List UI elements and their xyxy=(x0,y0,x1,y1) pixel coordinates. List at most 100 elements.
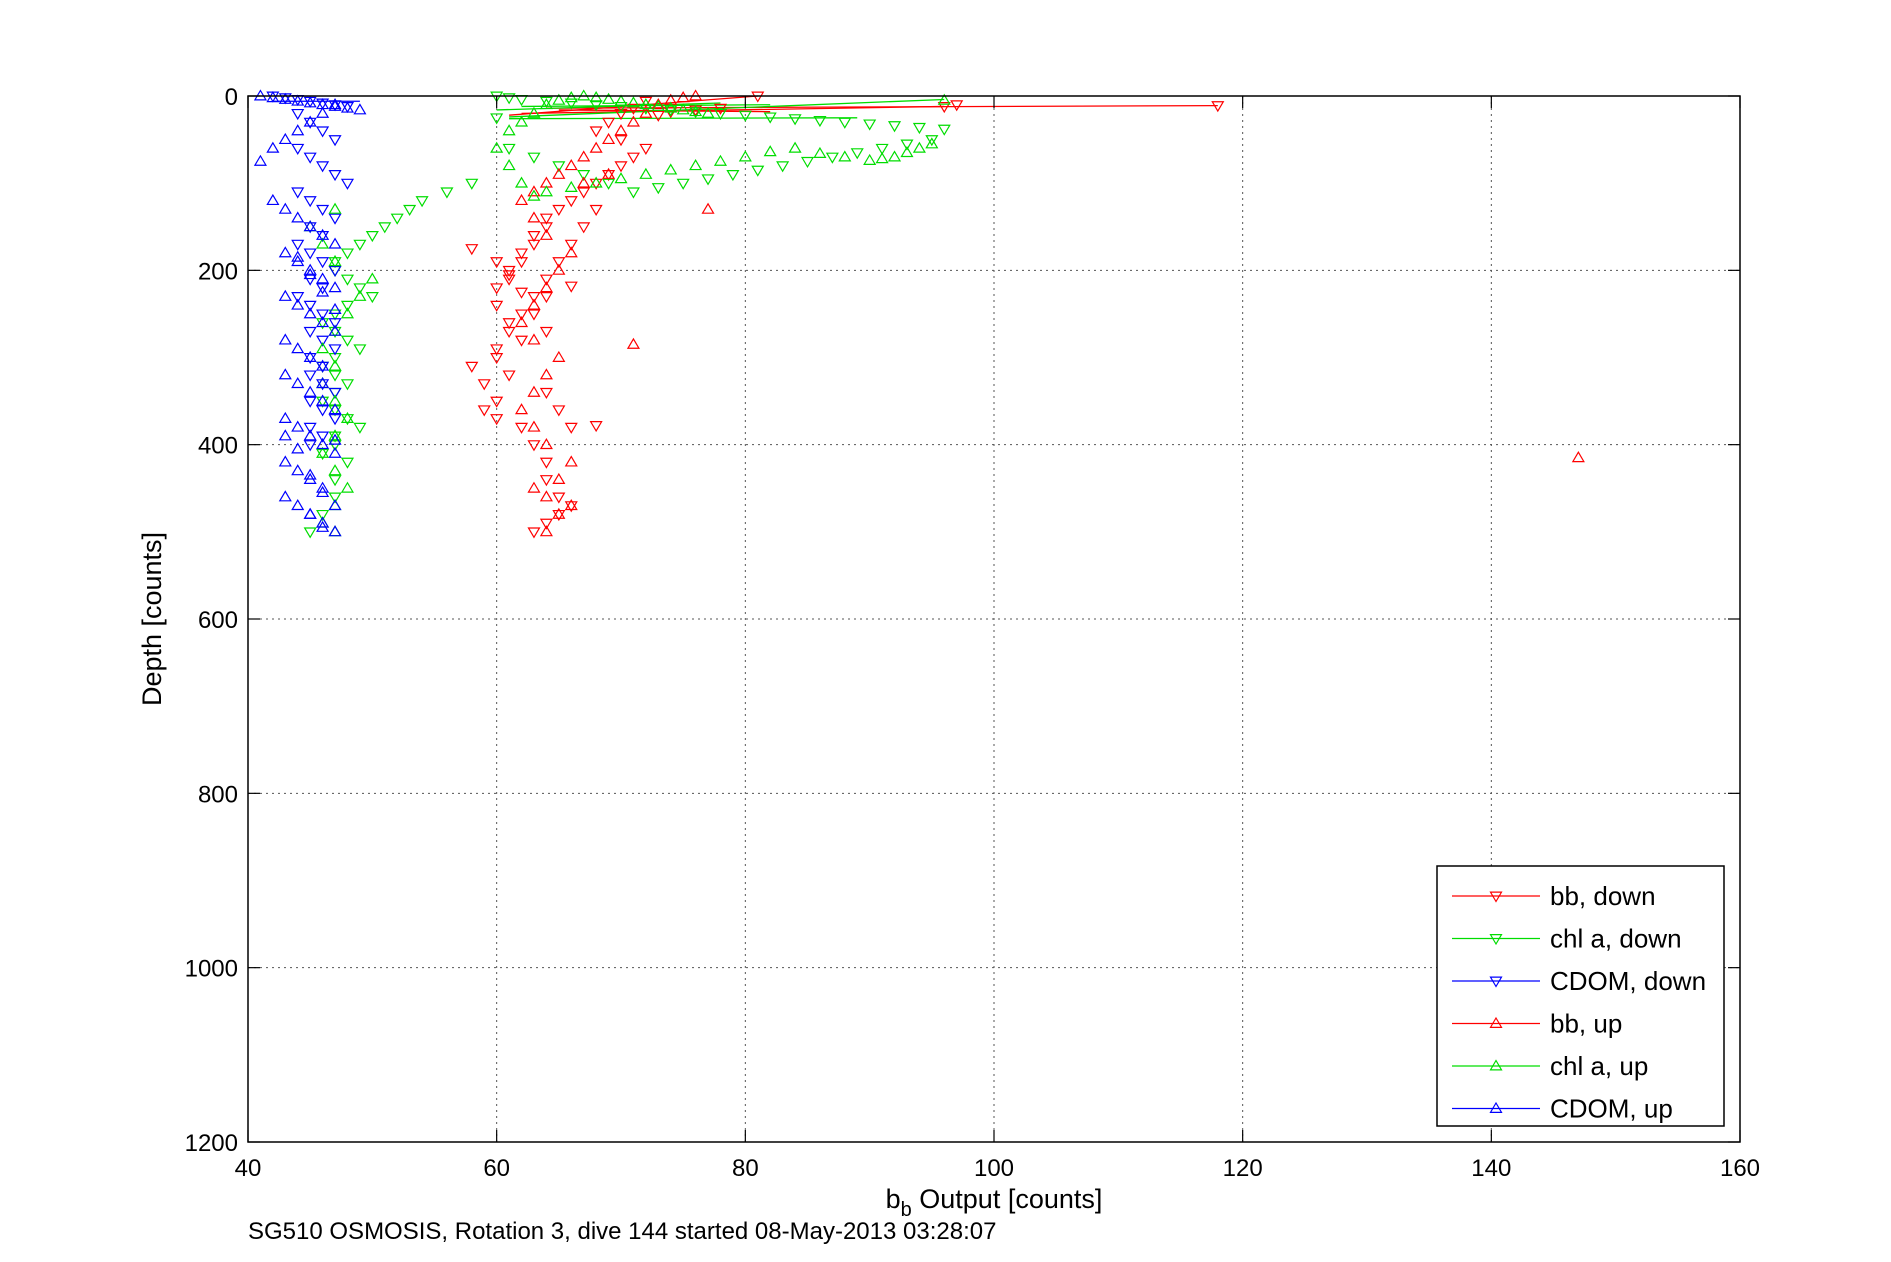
legend: bb, down chl a, down CDOM, down bb, up chl a… xyxy=(1436,865,1725,1127)
data-point-bb-up xyxy=(689,89,703,101)
data-point-bb-down xyxy=(614,135,628,147)
data-point-cdom-up xyxy=(328,98,342,110)
data-point-bb-up xyxy=(552,507,566,519)
data-point-chl-a-down xyxy=(340,300,355,312)
data-point-bb-down xyxy=(490,344,504,356)
data-point-chl-a-up xyxy=(340,307,355,319)
data-point-chl-a-up xyxy=(328,202,342,214)
data-point-cdom-up xyxy=(328,433,342,445)
data-point-chl-a-down xyxy=(340,248,355,260)
data-point-chl-a-down xyxy=(664,105,678,117)
data-point-bb-down xyxy=(539,387,553,400)
data-point-chl-a-up xyxy=(937,93,951,105)
data-point-chl-a-down xyxy=(751,165,765,177)
data-point-chl-a-down xyxy=(589,100,603,112)
data-point-bb-down xyxy=(490,257,504,269)
data-point-bb-up xyxy=(564,246,578,258)
data-point-chl-a-up xyxy=(738,150,752,162)
data-point-chl-a-up xyxy=(564,91,578,103)
x-tick-label: 160 xyxy=(1720,1155,1760,1182)
data-point-chl-a-up xyxy=(701,106,715,118)
legend-marker-chl-a-down xyxy=(1489,934,1503,946)
data-point-chl-a-up xyxy=(316,237,330,249)
data-point-chl-a-down xyxy=(552,161,566,173)
data-point-chl-a-up xyxy=(689,105,703,117)
data-point-bb-down xyxy=(465,361,479,373)
data-point-cdom-down xyxy=(291,143,305,155)
data-point-chl-a-down xyxy=(490,113,504,125)
data-point-chl-a-up xyxy=(328,359,342,371)
data-point-chl-a-up xyxy=(514,176,529,188)
data-point-bb-down xyxy=(514,335,529,347)
data-point-cdom-up xyxy=(316,437,330,450)
data-point-chl-a-down xyxy=(875,143,889,155)
data-point-cdom-up xyxy=(328,324,342,336)
data-point-bb-down xyxy=(751,91,765,103)
data-point-chl-a-down xyxy=(813,115,827,128)
data-point-chl-a-up xyxy=(813,146,827,158)
data-point-bb-up xyxy=(626,115,640,127)
data-point-cdom-down xyxy=(303,326,317,339)
data-point-cdom-down xyxy=(303,274,317,286)
data-point-bb-down xyxy=(502,274,516,286)
x-tick-label: 120 xyxy=(1223,1155,1263,1182)
data-point-chl-a-down xyxy=(850,148,864,160)
data-point-cdom-up xyxy=(278,455,292,467)
data-point-bb-down xyxy=(539,326,553,339)
data-point-cdom-down xyxy=(316,126,330,138)
data-point-chl-a-down xyxy=(900,139,914,151)
data-point-cdom-up xyxy=(303,220,317,232)
data-point-cdom-up xyxy=(278,429,292,441)
x-axis-label: bb Output [counts] xyxy=(886,1184,1103,1221)
legend-label-bb-up: bb, up xyxy=(1550,1009,1622,1039)
data-point-cdom-up xyxy=(303,263,317,275)
data-point-chl-a-up xyxy=(490,141,504,153)
data-point-cdom-up xyxy=(291,94,305,106)
data-point-cdom-up xyxy=(328,237,342,249)
data-point-chl-a-down xyxy=(365,292,379,304)
data-point-cdom-up xyxy=(303,507,317,519)
data-point-cdom-up xyxy=(316,394,330,406)
data-point-cdom-up xyxy=(303,350,317,362)
data-point-chl-a-down xyxy=(328,370,342,382)
data-point-chl-a-down xyxy=(490,91,504,103)
data-point-cdom-up xyxy=(291,498,305,511)
data-point-chl-a-down xyxy=(863,119,877,131)
data-point-chl-a-up xyxy=(838,150,852,162)
data-point-cdom-up xyxy=(278,333,292,345)
data-point-bb-down xyxy=(465,244,479,256)
data-point-cdom-down xyxy=(291,292,305,304)
data-point-chl-a-up xyxy=(316,342,330,354)
y-tick-label: 200 xyxy=(198,258,238,285)
data-point-cdom-up xyxy=(303,115,317,127)
data-point-chl-a-up xyxy=(316,446,330,458)
legend-label-chl-a-down: chl a, down xyxy=(1550,924,1682,954)
x-tick-label: 40 xyxy=(235,1155,262,1182)
data-point-chl-a-up xyxy=(651,99,665,111)
data-point-cdom-down xyxy=(316,405,330,417)
data-point-bb-down xyxy=(539,213,553,225)
data-point-cdom-up xyxy=(328,446,342,458)
data-point-chl-a-down xyxy=(316,448,330,461)
data-point-chl-a-up xyxy=(763,145,777,157)
data-point-chl-a-up xyxy=(564,180,578,192)
data-point-cdom-down xyxy=(303,196,317,208)
data-point-cdom-up xyxy=(316,106,330,118)
data-point-cdom-down xyxy=(291,108,305,121)
data-point-bb-down xyxy=(577,222,591,234)
data-point-bb-up xyxy=(539,525,553,537)
data-point-bb-up xyxy=(552,167,566,179)
legend-marker-bb-down xyxy=(1489,891,1503,903)
data-point-cdom-up xyxy=(291,211,305,223)
data-point-bb-down xyxy=(589,126,603,138)
data-point-cdom-down xyxy=(316,257,330,269)
data-point-bb-up xyxy=(589,141,603,153)
data-point-chl-a-up xyxy=(527,106,541,118)
data-point-bb-up xyxy=(701,202,715,214)
data-point-cdom-up xyxy=(316,481,330,493)
data-point-bb-down xyxy=(1211,101,1225,113)
data-point-cdom-up xyxy=(291,442,305,454)
data-point-chl-a-down xyxy=(340,457,355,469)
legend-box xyxy=(1436,865,1725,1127)
data-point-bb-down xyxy=(552,509,566,522)
